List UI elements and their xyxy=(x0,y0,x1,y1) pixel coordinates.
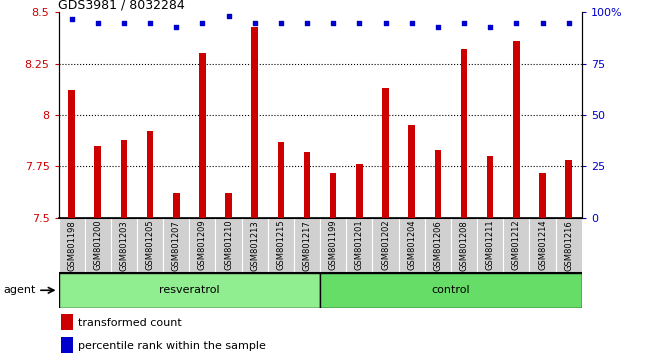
Point xyxy=(380,20,391,25)
Text: GSM801212: GSM801212 xyxy=(512,220,521,270)
Text: GSM801217: GSM801217 xyxy=(302,220,311,270)
Text: GSM801207: GSM801207 xyxy=(172,220,181,270)
Text: GDS3981 / 8032284: GDS3981 / 8032284 xyxy=(58,0,185,11)
Bar xyxy=(503,218,530,273)
Text: GSM801211: GSM801211 xyxy=(486,220,495,270)
Bar xyxy=(461,49,467,354)
Text: GSM801200: GSM801200 xyxy=(93,220,102,270)
Bar xyxy=(408,125,415,354)
Bar xyxy=(111,218,137,273)
Point xyxy=(66,16,77,21)
Bar xyxy=(346,218,372,273)
Point xyxy=(564,20,574,25)
Text: GSM801216: GSM801216 xyxy=(564,220,573,270)
Bar xyxy=(294,218,320,273)
Point xyxy=(485,24,495,30)
Bar xyxy=(216,218,242,273)
Text: GSM801214: GSM801214 xyxy=(538,220,547,270)
Bar xyxy=(540,172,546,354)
Bar xyxy=(84,218,110,273)
Text: GSM801202: GSM801202 xyxy=(381,220,390,270)
Point xyxy=(302,20,312,25)
Point xyxy=(276,20,286,25)
Bar xyxy=(435,150,441,354)
Bar xyxy=(61,337,73,353)
Point xyxy=(197,20,207,25)
Bar xyxy=(382,88,389,354)
Bar xyxy=(487,156,493,354)
Point xyxy=(92,20,103,25)
Point xyxy=(459,20,469,25)
Text: GSM801198: GSM801198 xyxy=(67,220,76,270)
Text: percentile rank within the sample: percentile rank within the sample xyxy=(79,341,266,351)
Bar xyxy=(356,164,363,354)
Text: GSM801208: GSM801208 xyxy=(460,220,469,270)
Bar xyxy=(477,218,503,273)
Text: GSM801215: GSM801215 xyxy=(276,220,285,270)
Bar xyxy=(330,172,337,354)
Point xyxy=(406,20,417,25)
Bar xyxy=(513,41,519,354)
Bar xyxy=(94,146,101,354)
Text: GSM801213: GSM801213 xyxy=(250,220,259,270)
Point xyxy=(119,20,129,25)
Text: GSM801201: GSM801201 xyxy=(355,220,364,270)
Bar xyxy=(529,218,556,273)
Point xyxy=(354,20,365,25)
Bar xyxy=(137,218,163,273)
Point xyxy=(171,24,181,30)
Bar xyxy=(61,314,73,331)
Bar xyxy=(242,218,268,273)
Bar xyxy=(252,27,258,354)
Bar xyxy=(68,90,75,354)
Bar xyxy=(189,218,216,273)
Bar xyxy=(199,53,205,354)
Bar xyxy=(121,140,127,354)
Bar xyxy=(268,218,294,273)
Text: GSM801206: GSM801206 xyxy=(434,220,443,270)
Bar xyxy=(425,218,451,273)
Bar xyxy=(320,273,582,308)
Bar xyxy=(556,218,582,273)
Bar xyxy=(147,131,153,354)
Point xyxy=(250,20,260,25)
Text: GSM801209: GSM801209 xyxy=(198,220,207,270)
Point xyxy=(328,20,339,25)
Bar xyxy=(398,218,425,273)
Text: agent: agent xyxy=(3,285,36,295)
Text: resveratrol: resveratrol xyxy=(159,285,220,295)
Bar xyxy=(278,142,284,354)
Text: control: control xyxy=(432,285,470,295)
Point xyxy=(145,20,155,25)
Text: GSM801199: GSM801199 xyxy=(329,220,338,270)
Bar xyxy=(173,193,179,354)
Bar xyxy=(304,152,310,354)
Text: GSM801205: GSM801205 xyxy=(146,220,155,270)
Text: transformed count: transformed count xyxy=(79,318,182,328)
Point xyxy=(511,20,521,25)
Bar xyxy=(451,218,477,273)
Text: GSM801203: GSM801203 xyxy=(120,220,129,270)
Bar xyxy=(566,160,572,354)
Bar xyxy=(372,218,398,273)
Bar xyxy=(58,273,320,308)
Bar xyxy=(58,218,84,273)
Bar xyxy=(163,218,189,273)
Point xyxy=(224,14,234,19)
Bar xyxy=(320,218,346,273)
Point xyxy=(538,20,548,25)
Bar xyxy=(226,193,232,354)
Point xyxy=(433,24,443,30)
Text: GSM801210: GSM801210 xyxy=(224,220,233,270)
Text: GSM801204: GSM801204 xyxy=(407,220,416,270)
